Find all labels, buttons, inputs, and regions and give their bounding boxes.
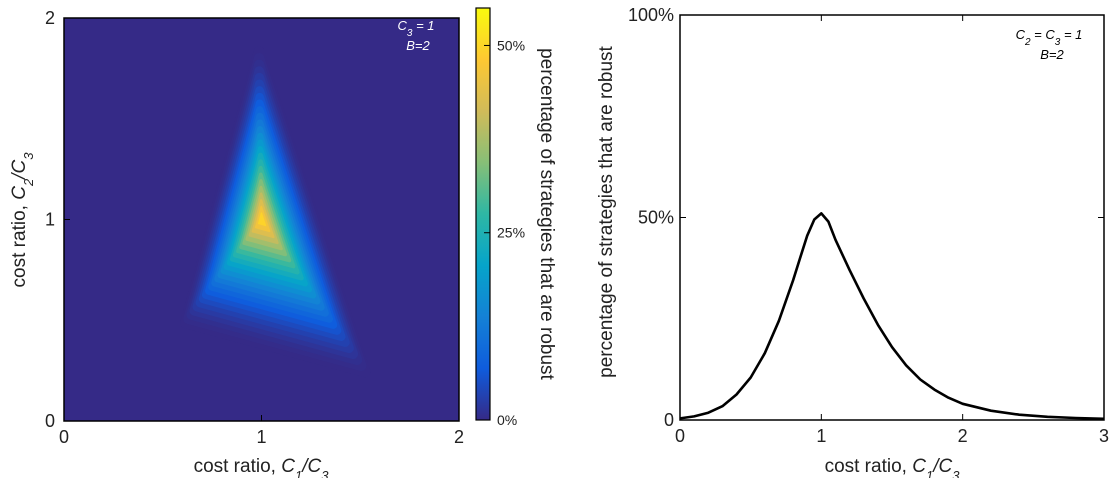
heatmap-x-ticks: 0 1 2 (59, 415, 464, 447)
heatmap-contours (180, 46, 371, 378)
contour-level (257, 212, 267, 227)
heatmap-annotation-line-2: B=2 (406, 38, 430, 53)
line-x-label: cost ratio, C1/C3 (825, 456, 961, 478)
line-y-label: percentage of strategies that are robust (596, 45, 617, 377)
colorbar-gradient (475, 7, 491, 421)
x-tick-label: 2 (454, 427, 464, 447)
y-tick-label: 2 (45, 8, 55, 28)
colorbar-tick-label: 25% (497, 225, 525, 241)
y-tick-label: 100% (628, 5, 674, 25)
heatmap-x-label: cost ratio, C1/C3 (194, 456, 330, 478)
x-tick-label: 1 (816, 426, 826, 446)
line-annotation-line-2: B=2 (1040, 47, 1064, 62)
colorbar: 0% 25% 50% percentage of strategies that a… (475, 7, 557, 428)
y-tick-label: 0 (45, 411, 55, 431)
x-tick-label: 3 (1099, 426, 1109, 446)
y-tick-label: 1 (45, 210, 55, 230)
colorbar-ticks: 0% 25% 50% (484, 37, 525, 428)
line-annotation-line-1: C2 = C3 = 1 (1016, 27, 1083, 48)
colorbar-tick-label: 0% (497, 412, 517, 428)
series-line (679, 212, 1105, 421)
y-tick-label: 50% (638, 208, 674, 228)
line-panel: 0 1 2 3 0 50% 100% cost ratio, C1/C3 percenta… (596, 5, 1109, 478)
colorbar-tick-label: 50% (497, 37, 525, 53)
heatmap-y-ticks: 0 1 2 (45, 8, 70, 431)
colorbar-label: percentage of strategies that are robust (536, 48, 557, 380)
line-y-ticks: 0 50% 100% (628, 5, 1104, 430)
y-tick-label: 0 (664, 410, 674, 430)
heatmap-panel: 0 1 2 0 1 2 cost ratio, C1/C3 cost ratio, C2… (9, 8, 464, 478)
line-x-ticks: 0 1 2 3 (675, 15, 1109, 446)
heatmap-y-label: cost ratio, C2/C3 (9, 152, 36, 288)
x-tick-label: 0 (675, 426, 685, 446)
line-frame (679, 14, 1105, 421)
x-tick-label: 0 (59, 427, 69, 447)
heatmap-annotation-line-1: C3 = 1 (398, 18, 435, 39)
x-tick-label: 1 (256, 427, 266, 447)
x-tick-label: 2 (958, 426, 968, 446)
